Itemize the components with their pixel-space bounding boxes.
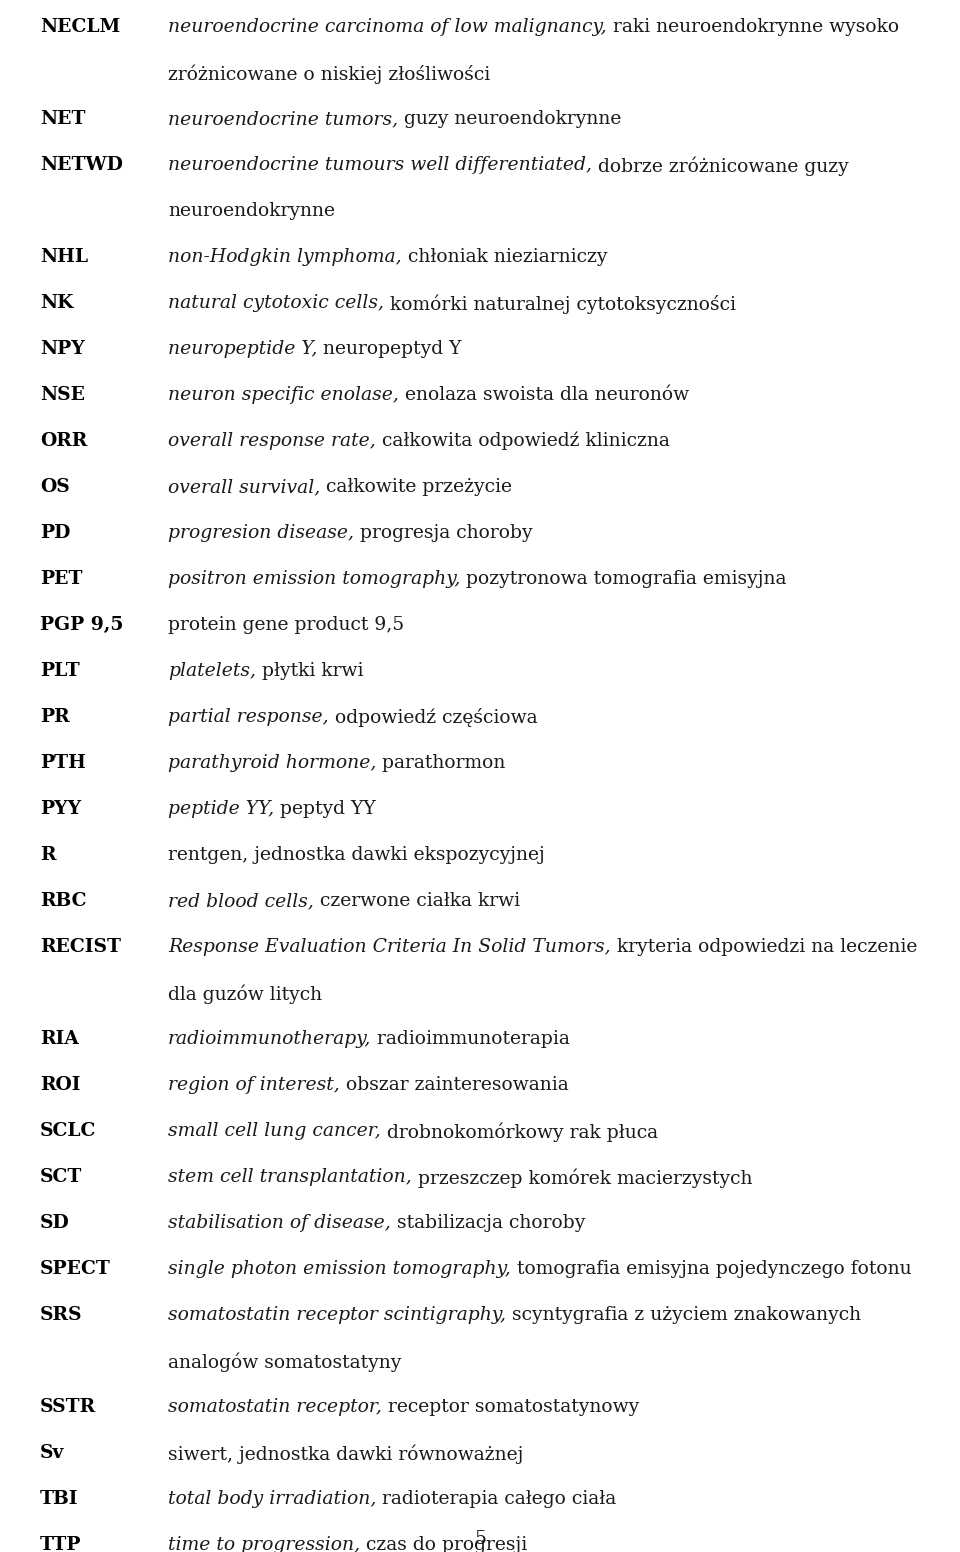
Text: odpowiedź częściowa: odpowiedź częściowa	[328, 708, 538, 726]
Text: parathyroid hormone,: parathyroid hormone,	[168, 754, 376, 771]
Text: positron emission tomography,: positron emission tomography,	[168, 570, 461, 588]
Text: dla guzów litych: dla guzów litych	[168, 984, 323, 1004]
Text: somatostatin receptor,: somatostatin receptor,	[168, 1398, 382, 1415]
Text: Response Evaluation Criteria In Solid Tumors,: Response Evaluation Criteria In Solid Tu…	[168, 937, 611, 956]
Text: stem cell transplantation,: stem cell transplantation,	[168, 1169, 412, 1186]
Text: PLT: PLT	[40, 663, 80, 680]
Text: OS: OS	[40, 478, 70, 497]
Text: SPECT: SPECT	[40, 1260, 110, 1277]
Text: RIA: RIA	[40, 1031, 79, 1048]
Text: SD: SD	[40, 1214, 70, 1232]
Text: raki neuroendokrynne wysoko: raki neuroendokrynne wysoko	[607, 19, 899, 36]
Text: ROI: ROI	[40, 1076, 81, 1094]
Text: kryteria odpowiedzi na leczenie: kryteria odpowiedzi na leczenie	[611, 937, 917, 956]
Text: całkowita odpowiedź kliniczna: całkowita odpowiedź kliniczna	[375, 431, 670, 450]
Text: stabilizacja choroby: stabilizacja choroby	[391, 1214, 586, 1232]
Text: scyntygrafia z użyciem znakowanych: scyntygrafia z użyciem znakowanych	[506, 1305, 861, 1324]
Text: natural cytotoxic cells,: natural cytotoxic cells,	[168, 293, 384, 312]
Text: RECIST: RECIST	[40, 937, 121, 956]
Text: SCT: SCT	[40, 1169, 83, 1186]
Text: SSTR: SSTR	[40, 1398, 96, 1415]
Text: neuroendocrine tumors,: neuroendocrine tumors,	[168, 110, 398, 127]
Text: chłoniak nieziarniczy: chłoniak nieziarniczy	[401, 248, 607, 265]
Text: neuroendocrine tumours well differentiated,: neuroendocrine tumours well differentiat…	[168, 157, 592, 174]
Text: NHL: NHL	[40, 248, 88, 265]
Text: red blood cells,: red blood cells,	[168, 892, 314, 909]
Text: overall survival,: overall survival,	[168, 478, 321, 497]
Text: SCLC: SCLC	[40, 1122, 96, 1141]
Text: peptyd YY: peptyd YY	[275, 799, 376, 818]
Text: time to progression,: time to progression,	[168, 1536, 360, 1552]
Text: protein gene product 9,5: protein gene product 9,5	[168, 616, 404, 635]
Text: stabilisation of disease,: stabilisation of disease,	[168, 1214, 391, 1232]
Text: siwert, jednostka dawki równoważnej: siwert, jednostka dawki równoważnej	[168, 1443, 523, 1464]
Text: PD: PD	[40, 525, 70, 542]
Text: parathormon: parathormon	[376, 754, 506, 771]
Text: ORR: ORR	[40, 431, 87, 450]
Text: total body irradiation,: total body irradiation,	[168, 1490, 376, 1509]
Text: NECLM: NECLM	[40, 19, 120, 36]
Text: peptide YY,: peptide YY,	[168, 799, 275, 818]
Text: receptor somatostatynowy: receptor somatostatynowy	[382, 1398, 639, 1415]
Text: PTH: PTH	[40, 754, 85, 771]
Text: czerwone ciałka krwi: czerwone ciałka krwi	[314, 892, 520, 909]
Text: NET: NET	[40, 110, 85, 127]
Text: radioterapia całego ciała: radioterapia całego ciała	[376, 1490, 616, 1509]
Text: neuroendokrynne: neuroendokrynne	[168, 202, 335, 220]
Text: neuron specific enolase,: neuron specific enolase,	[168, 386, 398, 404]
Text: progresja choroby: progresja choroby	[354, 525, 533, 542]
Text: pozytronowa tomografia emisyjna: pozytronowa tomografia emisyjna	[461, 570, 787, 588]
Text: SRS: SRS	[40, 1305, 83, 1324]
Text: radioimmunotherapy,: radioimmunotherapy,	[168, 1031, 372, 1048]
Text: PR: PR	[40, 708, 70, 726]
Text: PET: PET	[40, 570, 83, 588]
Text: zróżnicowane o niskiej złośliwości: zróżnicowane o niskiej złośliwości	[168, 64, 491, 84]
Text: dobrze zróżnicowane guzy: dobrze zróżnicowane guzy	[592, 157, 849, 175]
Text: NPY: NPY	[40, 340, 84, 359]
Text: komórki naturalnej cytotoksyczności: komórki naturalnej cytotoksyczności	[384, 293, 736, 314]
Text: PGP 9,5: PGP 9,5	[40, 616, 124, 635]
Text: czas do progresji: czas do progresji	[360, 1536, 527, 1552]
Text: płytki krwi: płytki krwi	[256, 663, 364, 680]
Text: NSE: NSE	[40, 386, 85, 404]
Text: drobnokomórkowy rak płuca: drobnokomórkowy rak płuca	[381, 1122, 658, 1142]
Text: Sv: Sv	[40, 1443, 64, 1462]
Text: overall response rate,: overall response rate,	[168, 431, 375, 450]
Text: TBI: TBI	[40, 1490, 79, 1509]
Text: NETWD: NETWD	[40, 157, 123, 174]
Text: neuropeptide Y,: neuropeptide Y,	[168, 340, 318, 359]
Text: single photon emission tomography,: single photon emission tomography,	[168, 1260, 511, 1277]
Text: przeszczep komórek macierzystych: przeszczep komórek macierzystych	[412, 1169, 753, 1187]
Text: enolaza swoista dla neuronów: enolaza swoista dla neuronów	[398, 386, 689, 404]
Text: PYY: PYY	[40, 799, 82, 818]
Text: region of interest,: region of interest,	[168, 1076, 340, 1094]
Text: somatostatin receptor scintigraphy,: somatostatin receptor scintigraphy,	[168, 1305, 506, 1324]
Text: guzy neuroendokrynne: guzy neuroendokrynne	[398, 110, 621, 127]
Text: progresion disease,: progresion disease,	[168, 525, 354, 542]
Text: obszar zainteresowania: obszar zainteresowania	[340, 1076, 568, 1094]
Text: R: R	[40, 846, 56, 864]
Text: non-Hodgkin lymphoma,: non-Hodgkin lymphoma,	[168, 248, 401, 265]
Text: całkowite przeżycie: całkowite przeżycie	[321, 478, 513, 497]
Text: neuropeptyd Y: neuropeptyd Y	[318, 340, 462, 359]
Text: radioimmunoterapia: radioimmunoterapia	[372, 1031, 570, 1048]
Text: partial response,: partial response,	[168, 708, 328, 726]
Text: neuroendocrine carcinoma of low malignancy,: neuroendocrine carcinoma of low malignan…	[168, 19, 607, 36]
Text: rentgen, jednostka dawki ekspozycyjnej: rentgen, jednostka dawki ekspozycyjnej	[168, 846, 544, 864]
Text: NK: NK	[40, 293, 74, 312]
Text: TTP: TTP	[40, 1536, 82, 1552]
Text: platelets,: platelets,	[168, 663, 256, 680]
Text: RBC: RBC	[40, 892, 86, 909]
Text: 5: 5	[474, 1530, 486, 1547]
Text: small cell lung cancer,: small cell lung cancer,	[168, 1122, 381, 1141]
Text: analogów somatostatyny: analogów somatostatyny	[168, 1352, 401, 1372]
Text: tomografia emisyjna pojedynczego fotonu: tomografia emisyjna pojedynczego fotonu	[511, 1260, 911, 1277]
